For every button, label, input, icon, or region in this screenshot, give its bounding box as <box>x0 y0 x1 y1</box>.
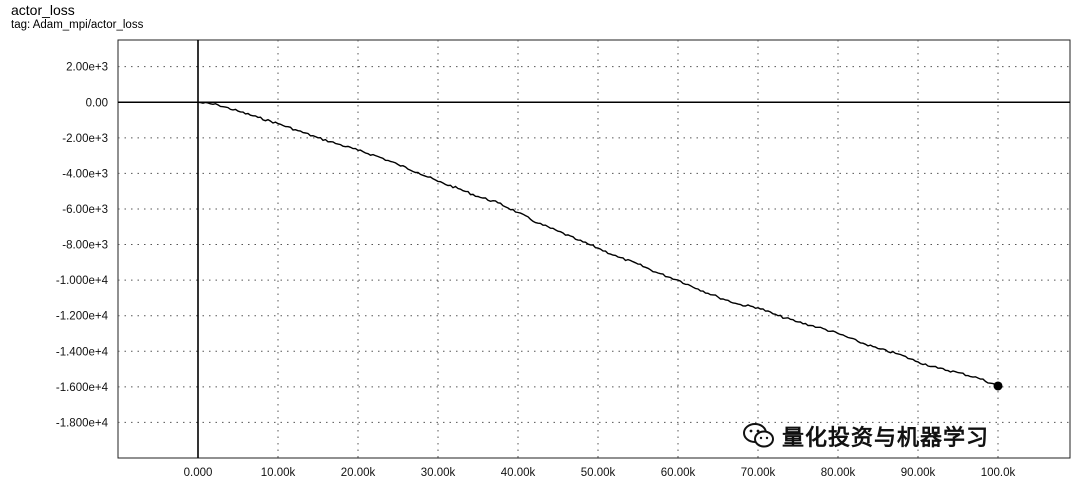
x-tick-label: 40.00k <box>501 467 536 479</box>
x-tick-label: 50.00k <box>581 467 616 479</box>
x-tick-label: 10.00k <box>261 467 296 479</box>
x-tick-label: 90.00k <box>901 467 936 479</box>
x-tick-label: 20.00k <box>341 467 376 479</box>
y-tick-label: -1.000e+4 <box>56 275 109 287</box>
y-tick-label: 2.00e+3 <box>66 62 108 74</box>
y-tick-label: -1.400e+4 <box>56 346 109 358</box>
y-tick-label: -6.00e+3 <box>62 204 108 216</box>
x-tick-label: 30.00k <box>421 467 456 479</box>
x-axis-ticks: 0.000 10.00k 20.00k 30.00k 40.00k 50.00k 60.00… <box>184 467 1016 479</box>
y-tick-label: -1.800e+4 <box>56 417 109 429</box>
gridlines <box>118 40 1070 458</box>
y-axis-ticks: 2.00e+3 0.00 -2.00e+3 -4.00e+3 -6.00e+3 -8.00… <box>56 62 109 430</box>
watermark: 量化投资与机器学习 <box>742 420 989 452</box>
wechat-icon <box>743 423 774 448</box>
x-tick-label: 100.0k <box>981 467 1016 479</box>
y-tick-label: -8.00e+3 <box>62 240 108 252</box>
y-tick-label: -1.200e+4 <box>56 311 109 323</box>
series-layer <box>197 101 1003 391</box>
axes <box>118 40 1070 458</box>
y-tick-label: 0.00 <box>86 97 108 109</box>
plot-area <box>117 39 1071 459</box>
x-tick-label: 80.00k <box>821 467 856 479</box>
series-line <box>197 101 999 387</box>
series-end-marker[interactable] <box>993 381 1003 391</box>
y-tick-label: -2.00e+3 <box>62 133 108 145</box>
x-tick-label: 0.000 <box>184 467 213 479</box>
x-tick-label: 60.00k <box>661 467 696 479</box>
chart-title: actor_loss <box>11 2 75 18</box>
watermark-text: 量化投资与机器学习 <box>782 425 990 450</box>
chart-tag: tag: Adam_mpi/actor_loss <box>11 19 144 31</box>
y-tick-label: -1.600e+4 <box>56 382 109 394</box>
x-tick-label: 70.00k <box>741 467 776 479</box>
y-tick-label: -4.00e+3 <box>62 168 108 180</box>
